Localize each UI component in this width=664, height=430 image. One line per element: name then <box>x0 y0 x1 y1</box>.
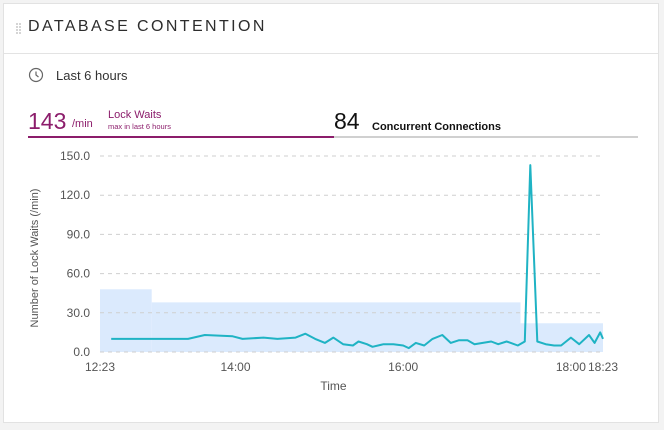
x-tick-label: 14:00 <box>221 360 251 374</box>
lock-waits-unit: /min <box>72 118 93 130</box>
metric-tabs: 143 /min Lock Waits max in last 6 hours … <box>28 104 638 138</box>
clock-icon <box>28 67 44 83</box>
baseline-band <box>520 323 603 352</box>
database-contention-panel: DATABASE CONTENTION Last 6 hours 143 /mi… <box>3 3 659 423</box>
connections-label: Concurrent Connections <box>372 121 501 133</box>
lock-waits-chart: 12:23 14:00 16:00 18:00 18:23 0.0 30.0 60.0 90.… <box>29 149 618 393</box>
baseline-band <box>100 289 152 352</box>
x-axis-title: Time <box>320 379 347 393</box>
y-tick-label: 60.0 <box>67 267 91 281</box>
time-range-selector[interactable]: Last 6 hours <box>28 66 128 84</box>
time-range-label: Last 6 hours <box>56 67 128 83</box>
y-tick-label: 120.0 <box>60 188 90 202</box>
x-tick-label: 18:23 <box>588 360 618 374</box>
lock-waits-sublabel: max in last 6 hours <box>108 122 171 131</box>
x-tick-label: 12:23 <box>85 360 115 374</box>
lock-waits-series <box>111 164 604 350</box>
tab-lock-waits[interactable]: 143 /min Lock Waits max in last 6 hours <box>28 104 334 138</box>
lock-waits-value: 143 <box>28 108 67 134</box>
panel-title: DATABASE CONTENTION <box>28 18 267 35</box>
y-axis-title: Number of Lock Waits (/min) <box>29 189 41 328</box>
tab-concurrent-connections[interactable]: 84 Concurrent Connections <box>334 104 638 138</box>
x-tick-label: 18:00 <box>556 360 586 374</box>
baseline-band <box>151 302 521 352</box>
y-tick-label: 30.0 <box>67 306 91 320</box>
panel-header: DATABASE CONTENTION <box>4 4 658 54</box>
connections-value: 84 <box>334 108 360 134</box>
y-axis: 0.0 30.0 60.0 90.0 120.0 150.0 <box>60 149 90 359</box>
lock-waits-line <box>111 164 604 350</box>
y-tick-label: 150.0 <box>60 149 90 163</box>
x-tick-label: 16:00 <box>388 360 418 374</box>
y-tick-label: 0.0 <box>73 345 90 359</box>
gridlines <box>100 155 603 353</box>
lock-waits-label: Lock Waits <box>108 109 162 121</box>
x-axis: 12:23 14:00 16:00 18:00 18:23 <box>85 360 618 374</box>
y-tick-label: 90.0 <box>67 227 91 241</box>
baseline-bands <box>100 289 603 352</box>
drag-handle-icon[interactable] <box>16 23 22 35</box>
